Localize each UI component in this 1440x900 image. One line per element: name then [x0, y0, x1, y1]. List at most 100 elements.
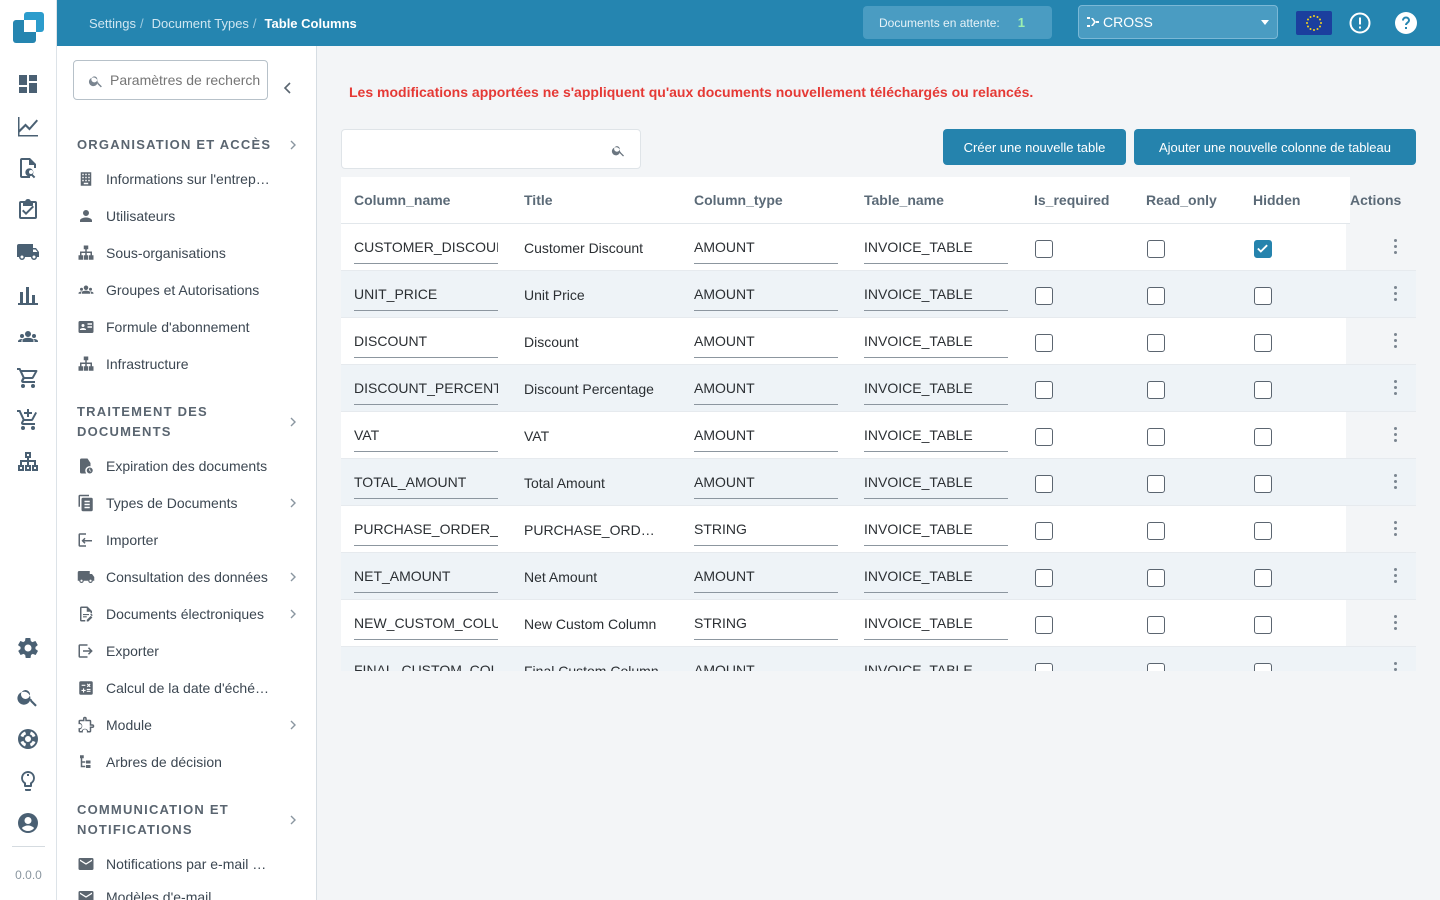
- table-name-field[interactable]: INVOICE_TABLE: [864, 612, 1008, 640]
- shopping-cart-icon[interactable]: [16, 366, 40, 390]
- table-name-field[interactable]: INVOICE_TABLE: [864, 377, 1008, 405]
- add-table-column-button[interactable]: Ajouter une nouvelle colonne de tableau: [1134, 129, 1416, 165]
- is-required-checkbox[interactable]: [1035, 616, 1053, 634]
- create-table-button[interactable]: Créer une nouvelle table: [943, 129, 1126, 165]
- breadcrumb-document-types[interactable]: Document Types: [151, 15, 249, 31]
- bar-chart-icon[interactable]: [16, 283, 40, 307]
- table-name-field[interactable]: INVOICE_TABLE: [864, 471, 1008, 499]
- settings-search-input[interactable]: [110, 69, 260, 91]
- read-only-checkbox[interactable]: [1147, 663, 1165, 671]
- document-search-icon[interactable]: [16, 156, 40, 180]
- column-type-field[interactable]: AMOUNT: [694, 424, 838, 452]
- nav-email-notifications[interactable]: Notifications par e-mail pour: [77, 849, 297, 879]
- app-logo-icon[interactable]: [13, 12, 44, 43]
- header-title[interactable]: Title: [524, 192, 553, 208]
- header-column-type[interactable]: Column_type: [694, 192, 783, 208]
- nav-subscription[interactable]: Formule d'abonnement: [77, 312, 297, 342]
- hidden-checkbox[interactable]: [1254, 240, 1272, 258]
- nav-document-types[interactable]: Types de Documents: [77, 488, 297, 518]
- column-name-field[interactable]: UNIT_PRICE: [354, 283, 498, 311]
- add-cart-icon[interactable]: [16, 408, 40, 432]
- column-type-field[interactable]: STRING: [694, 612, 838, 640]
- delivery-truck-icon[interactable]: [16, 240, 40, 264]
- dashboard-icon[interactable]: [16, 72, 40, 96]
- hidden-checkbox[interactable]: [1254, 334, 1272, 352]
- hidden-checkbox[interactable]: [1254, 522, 1272, 540]
- section-traitement-documents[interactable]: TRAITEMENT DES DOCUMENTS: [77, 402, 297, 442]
- alert-info-icon[interactable]: [1348, 11, 1372, 35]
- nav-decision-trees[interactable]: Arbres de décision: [77, 747, 297, 777]
- analytics-icon[interactable]: [16, 114, 40, 138]
- nav-email-templates[interactable]: Modèles d'e-mail: [77, 882, 297, 900]
- hidden-checkbox[interactable]: [1254, 287, 1272, 305]
- hidden-checkbox[interactable]: [1254, 663, 1272, 671]
- more-actions-icon[interactable]: [1394, 286, 1398, 302]
- nav-sub-organisations[interactable]: Sous-organisations: [77, 238, 297, 268]
- table-name-field[interactable]: INVOICE_TABLE: [864, 330, 1008, 358]
- column-name-field[interactable]: VAT: [354, 424, 498, 452]
- column-name-field[interactable]: TOTAL_AMOUNT: [354, 471, 498, 499]
- nav-module[interactable]: Module: [77, 710, 297, 740]
- hidden-checkbox[interactable]: [1254, 475, 1272, 493]
- more-actions-icon[interactable]: [1394, 568, 1398, 584]
- table-name-field[interactable]: INVOICE_TABLE: [864, 283, 1008, 311]
- is-required-checkbox[interactable]: [1035, 522, 1053, 540]
- hidden-checkbox[interactable]: [1254, 569, 1272, 587]
- eu-flag-language-icon[interactable]: [1296, 11, 1332, 35]
- column-type-field[interactable]: AMOUNT: [694, 377, 838, 405]
- section-communication-notifications[interactable]: COMMUNICATION ET NOTIFICATIONS: [77, 800, 297, 840]
- column-name-field[interactable]: FINAL_CUSTOM_COLUMN: [354, 659, 498, 671]
- header-table-name[interactable]: Table_name: [864, 192, 944, 208]
- table-name-field[interactable]: INVOICE_TABLE: [864, 236, 1008, 264]
- more-actions-icon[interactable]: [1394, 662, 1398, 671]
- nav-data-lookup[interactable]: Consultation des données: [77, 562, 297, 592]
- nav-export[interactable]: Exporter: [77, 636, 297, 666]
- hidden-checkbox[interactable]: [1254, 616, 1272, 634]
- settings-search[interactable]: [73, 60, 268, 100]
- is-required-checkbox[interactable]: [1035, 428, 1053, 446]
- header-hidden[interactable]: Hidden: [1253, 192, 1301, 208]
- table-name-field[interactable]: INVOICE_TABLE: [864, 518, 1008, 546]
- table-name-field[interactable]: INVOICE_TABLE: [864, 565, 1008, 593]
- read-only-checkbox[interactable]: [1147, 616, 1165, 634]
- is-required-checkbox[interactable]: [1035, 334, 1053, 352]
- task-check-icon[interactable]: [16, 198, 40, 222]
- read-only-checkbox[interactable]: [1147, 522, 1165, 540]
- read-only-checkbox[interactable]: [1147, 240, 1165, 258]
- lightbulb-icon[interactable]: [16, 769, 40, 793]
- column-name-field[interactable]: PURCHASE_ORDER_NUMBER: [354, 518, 498, 546]
- column-name-field[interactable]: CUSTOMER_DISCOUNT: [354, 236, 498, 264]
- header-read-only[interactable]: Read_only: [1146, 192, 1217, 208]
- header-column-name[interactable]: Column_name: [354, 192, 451, 208]
- read-only-checkbox[interactable]: [1147, 381, 1165, 399]
- nav-import[interactable]: Importer: [77, 525, 297, 555]
- read-only-checkbox[interactable]: [1147, 287, 1165, 305]
- table-search-input[interactable]: [341, 129, 641, 169]
- groups-icon[interactable]: [16, 325, 40, 349]
- is-required-checkbox[interactable]: [1035, 569, 1053, 587]
- column-name-field[interactable]: NET_AMOUNT: [354, 565, 498, 593]
- pending-documents-badge[interactable]: Documents en attente: 1: [863, 6, 1052, 39]
- column-type-field[interactable]: AMOUNT: [694, 236, 838, 264]
- is-required-checkbox[interactable]: [1035, 381, 1053, 399]
- nav-groups-permissions[interactable]: Groupes et Autorisations: [77, 275, 297, 305]
- is-required-checkbox[interactable]: [1035, 287, 1053, 305]
- more-actions-icon[interactable]: [1394, 239, 1398, 255]
- more-actions-icon[interactable]: [1394, 615, 1398, 631]
- column-type-field[interactable]: AMOUNT: [694, 659, 838, 671]
- read-only-checkbox[interactable]: [1147, 569, 1165, 587]
- nav-users[interactable]: Utilisateurs: [77, 201, 297, 231]
- read-only-checkbox[interactable]: [1147, 334, 1165, 352]
- column-name-field[interactable]: DISCOUNT_PERCENTAGE: [354, 377, 498, 405]
- company-select[interactable]: CROSS: [1078, 5, 1278, 39]
- column-type-field[interactable]: AMOUNT: [694, 283, 838, 311]
- hidden-checkbox[interactable]: [1254, 381, 1272, 399]
- column-type-field[interactable]: AMOUNT: [694, 330, 838, 358]
- nav-electronic-documents[interactable]: Documents électroniques: [77, 599, 297, 629]
- section-organisation-acces[interactable]: ORGANISATION ET ACCÈS: [77, 135, 297, 155]
- nav-due-date-calc[interactable]: Calcul de la date d'échéance: [77, 673, 297, 703]
- account-circle-icon[interactable]: [16, 811, 40, 835]
- more-actions-icon[interactable]: [1394, 474, 1398, 490]
- more-actions-icon[interactable]: [1394, 427, 1398, 443]
- collapse-panel-chevron-left-icon[interactable]: [282, 82, 294, 94]
